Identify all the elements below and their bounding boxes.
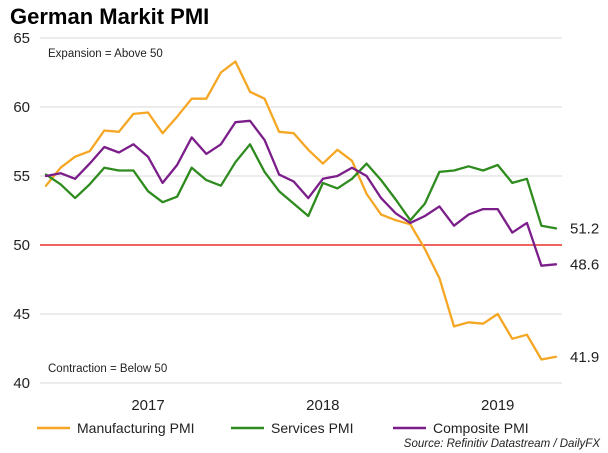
x-axis-ticks: 2017 2018 2019	[131, 397, 514, 414]
y-tick-label: 55	[13, 168, 30, 185]
manufacturing-pmi-line	[44, 60, 558, 361]
composite-pmi-line	[44, 119, 558, 267]
y-tick-label: 40	[13, 375, 30, 392]
x-tick-label: 2017	[131, 397, 164, 414]
series-end-label: 51.2	[570, 220, 599, 237]
y-tick-label: 45	[13, 306, 30, 323]
legend: Manufacturing PMI Services PMI Composite P…	[37, 420, 529, 436]
expansion-annotation: Expansion = Above 50	[48, 48, 163, 60]
legend-label: Manufacturing PMI	[77, 420, 195, 436]
chart-title: German Markit PMI	[10, 4, 209, 29]
y-tick-label: 50	[13, 237, 30, 254]
services-pmi-line	[44, 143, 558, 230]
y-tick-label: 65	[13, 30, 30, 47]
series-end-labels: 41.9 51.2 48.6	[570, 220, 599, 365]
legend-label: Composite PMI	[433, 420, 529, 436]
contraction-annotation: Contraction = Below 50	[48, 363, 167, 375]
x-tick-label: 2018	[306, 397, 339, 414]
source-note: Source: Refinitiv Datastream / DailyFX	[404, 438, 602, 450]
series-end-label: 41.9	[570, 349, 599, 366]
legend-label: Services PMI	[271, 420, 353, 436]
series-end-label: 48.6	[570, 256, 599, 273]
y-axis-ticks: 40 45 50 55 60 65	[13, 30, 30, 392]
x-tick-label: 2019	[481, 397, 514, 414]
series-lines	[44, 60, 558, 361]
y-tick-label: 60	[13, 99, 30, 116]
